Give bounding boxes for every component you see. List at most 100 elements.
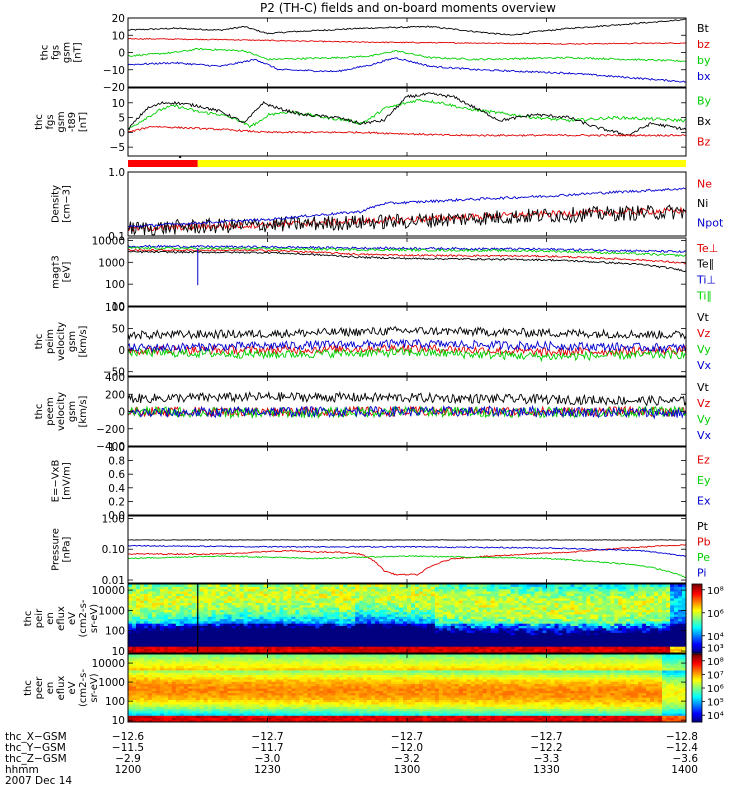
legend-entry-Te∥: Te∥ (696, 258, 714, 271)
y-tick-label: −20 (103, 82, 125, 94)
mode-bar-segment (128, 160, 198, 167)
y-axis-label-line: [nT] (78, 112, 89, 132)
y-axis-label-line: en (45, 612, 56, 625)
y-axis-label-pressure: Pressure [nPa] (51, 528, 73, 571)
colorbar-tick-label: 10⁴ (707, 711, 724, 722)
panel-peir-data (128, 584, 686, 653)
panel-peer: 10⁸ 10⁷ 10⁶ 10⁵ 10⁴ 10000 1000 100 10 thc peer en ef… (23, 653, 724, 727)
series-temp-Te∥ (128, 250, 686, 272)
panel-fgs-data (128, 18, 686, 83)
y-axis-label-line: peer (34, 676, 45, 700)
panel-density-data (128, 187, 686, 236)
y-tick-label: 10000 (92, 235, 125, 247)
colorbar-tick-label: 10⁴ (707, 632, 724, 643)
y-tick-label: 5 (118, 113, 125, 125)
y-axis-label-line: en (45, 682, 56, 695)
y-tick-label: 200 (105, 389, 125, 401)
x-tick-label: −12.2 (530, 742, 562, 754)
y-axis-label-line: (cm2-s- (78, 669, 89, 707)
panel-frame (127, 87, 687, 157)
y-tick-label: −400 (96, 441, 125, 453)
y-axis-label-line: Density (51, 185, 62, 223)
legend-entry-Vy: Vy (697, 343, 711, 356)
y-axis-label-line: thc (34, 334, 45, 350)
series-pressure-Pi (128, 544, 686, 557)
y-tick-label: −10 (103, 65, 125, 77)
y-axis-label-line: velocity (56, 392, 67, 431)
y-axis-label-temp: mag†3 [eV] (51, 255, 73, 289)
panel-peem: 400 200 0 −200 −400 thc peem velocity gsm [km/s] V… (34, 372, 712, 453)
legend-entry-Pi: Pi (697, 567, 706, 580)
legend-entry-Vt: Vt (697, 381, 710, 394)
series-density-Ni (128, 204, 686, 236)
x-tick-label: −3.6 (673, 753, 699, 765)
y-axis-label-line: thc (40, 45, 51, 61)
y-tick-label: 1.00 (102, 513, 125, 525)
y-axis-label-efield: E=−VxB [mV/m] (51, 460, 73, 503)
y-axis-label-line: peem (45, 397, 56, 425)
legend-dsl: By Bx Bz (697, 94, 712, 148)
colorbar-tick-label: 10⁵ (707, 698, 724, 709)
legend-entry-Ti∥: Ti∥ (696, 289, 712, 302)
legend-entry-Vx: Vx (697, 359, 712, 372)
y-tick-label: 10000 (92, 585, 125, 597)
y-axis-label-line: [nT] (73, 42, 84, 62)
y-tick-label: 0.6 (108, 469, 125, 481)
x-tick-label: 1400 (671, 764, 698, 776)
y-tick-label: 10 (112, 98, 125, 110)
panel-temp-data (128, 244, 686, 286)
y-tick-label: 1000 (98, 605, 125, 617)
colorbar-tick-label: 10⁷ (707, 670, 724, 681)
legend-temp: Te⊥ Te∥ Ti⊥ Ti∥ (696, 242, 718, 302)
x-tick-label: −12.7 (391, 731, 423, 743)
legend-entry-Ni: Ni (697, 197, 708, 210)
y-axis-label-density: Density [cm−3] (51, 185, 73, 223)
y-axis-label-line: [cm−3] (62, 185, 73, 223)
y-tick-label: 0.2 (108, 496, 125, 508)
panel-dsl: 10 5 0 −5 thc fgs gsm -t89 [nT] By Bx Bz (34, 87, 712, 157)
y-tick-label: 0 (118, 127, 125, 139)
x-tick-label: −12.7 (251, 731, 283, 743)
y-axis-label-line: gsm (62, 42, 73, 63)
x-tick-label: −12.0 (391, 742, 423, 754)
y-axis-label-line: eflux (56, 676, 67, 701)
series-dsl-Bz (128, 125, 686, 137)
y-axis-label-line: gsm (67, 331, 78, 352)
y-axis-label-line: eflux (56, 606, 67, 631)
y-tick-label: 1.0 (108, 442, 125, 454)
x-tick-label: −3.2 (394, 753, 420, 765)
y-axis-label-line: peim (45, 329, 56, 354)
series-fgs-bz (128, 37, 686, 45)
series-temp-Te⊥ (128, 248, 686, 265)
x-row-label: thc_X−GSM (5, 731, 67, 743)
y-tick-label: −5 (110, 142, 125, 154)
series-peem-Vx (128, 404, 686, 420)
date-label: 2007 Dec 14 (5, 775, 72, 787)
legend-fgs: Bt bz by bx (697, 22, 711, 83)
y-tick-label: 20 (112, 13, 125, 25)
y-axis-label-line: gsm (56, 111, 67, 132)
panel-frame (127, 446, 687, 516)
y-axis-label-line: gsm (67, 401, 78, 422)
legend-entry-Pb: Pb (697, 535, 711, 548)
y-tick-label: 0.1 (108, 231, 125, 243)
y-tick-label: 100 (105, 279, 125, 291)
panel-frame (127, 17, 687, 88)
series-temp-Ti∥ (128, 246, 686, 258)
series-peim-Vx (128, 338, 686, 354)
colorbar-tick-label: 10³ (707, 643, 724, 654)
panel-peer-data (128, 654, 686, 722)
panel-pressure: 1.00 0.10 0.01 Pressure [nPa] Pt Pb Pe Pi (51, 513, 711, 587)
legend-entry-Vy: Vy (697, 413, 711, 426)
legend-density: Ne Ni Npot (697, 178, 724, 230)
legend-entry-Bx: Bx (697, 115, 712, 128)
x-tick-label: 1300 (394, 764, 421, 776)
y-axis-label-line: [nPa] (62, 536, 73, 562)
x-tick-label: 1330 (533, 764, 560, 776)
y-axis-label-line: thc (34, 404, 45, 420)
